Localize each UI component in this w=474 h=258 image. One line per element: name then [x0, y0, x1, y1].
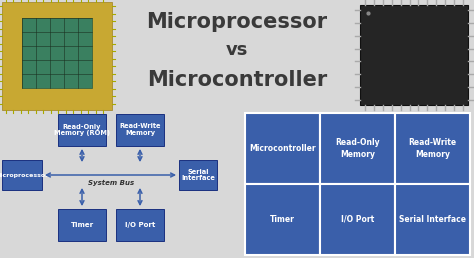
Text: I/O Port: I/O Port — [341, 215, 374, 224]
Text: System Bus: System Bus — [88, 180, 134, 186]
FancyBboxPatch shape — [2, 160, 42, 190]
Text: Read-Only
Memory (ROM): Read-Only Memory (ROM) — [54, 124, 110, 136]
Text: Timer: Timer — [71, 222, 93, 228]
FancyBboxPatch shape — [395, 184, 470, 255]
FancyBboxPatch shape — [395, 113, 470, 184]
FancyBboxPatch shape — [116, 209, 164, 241]
FancyBboxPatch shape — [116, 114, 164, 146]
Text: Read-Only
Memory: Read-Only Memory — [335, 139, 380, 159]
Text: Microprocessor: Microprocessor — [0, 173, 49, 178]
Text: Serial
Interface: Serial Interface — [181, 168, 215, 181]
Text: Read-Write
Memory: Read-Write Memory — [119, 124, 161, 136]
FancyBboxPatch shape — [22, 18, 92, 88]
FancyBboxPatch shape — [245, 184, 320, 255]
Text: I/O Port: I/O Port — [125, 222, 155, 228]
Text: Microprocessor: Microprocessor — [146, 12, 328, 32]
Text: vs: vs — [226, 41, 248, 59]
FancyBboxPatch shape — [320, 113, 395, 184]
FancyBboxPatch shape — [58, 114, 106, 146]
Text: Read-Write
Memory: Read-Write Memory — [409, 139, 456, 159]
FancyBboxPatch shape — [58, 209, 106, 241]
Text: Serial Interface: Serial Interface — [399, 215, 466, 224]
Text: Timer: Timer — [270, 215, 295, 224]
FancyBboxPatch shape — [245, 113, 320, 184]
FancyBboxPatch shape — [320, 184, 395, 255]
FancyBboxPatch shape — [2, 2, 112, 110]
Text: Microcontroller: Microcontroller — [147, 70, 327, 90]
Text: Microcontroller: Microcontroller — [249, 144, 316, 153]
FancyBboxPatch shape — [179, 160, 217, 190]
FancyBboxPatch shape — [360, 5, 468, 105]
